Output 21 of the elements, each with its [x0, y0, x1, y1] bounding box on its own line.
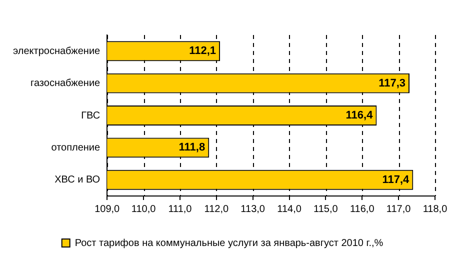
x-tick-label: 112,0 — [204, 204, 229, 215]
x-tick-label: 109,0 — [94, 204, 120, 215]
x-tick-label: 110,0 — [131, 204, 156, 215]
data-label: 117,4 — [382, 174, 410, 186]
y-tick-label: ГВС — [81, 110, 100, 122]
x-tick-label: 117,0 — [386, 204, 412, 215]
data-label: 111,8 — [178, 142, 206, 154]
y-tick-label: газоснабжение — [30, 78, 101, 90]
y-tick-label: отопление — [51, 142, 101, 154]
legend-label: Рост тарифов на коммунальные услуги за январь-август 2010 г.,% — [74, 238, 384, 249]
x-tick-label: 118,0 — [422, 204, 448, 215]
data-label: 117,3 — [378, 77, 406, 90]
x-tick-label: 114,0 — [277, 204, 302, 215]
x-tick-label: 113,0 — [240, 204, 266, 215]
x-tick-label: 116,0 — [350, 204, 375, 215]
y-tick-label: ХВС и ВО — [54, 174, 100, 186]
x-tick-label: 115,0 — [314, 204, 338, 215]
x-tick-label: 111,0 — [168, 204, 192, 215]
data-label: 116,4 — [346, 110, 374, 122]
y-tick-label: электроснабжение — [12, 46, 101, 57]
data-label: 112,1 — [189, 45, 216, 58]
